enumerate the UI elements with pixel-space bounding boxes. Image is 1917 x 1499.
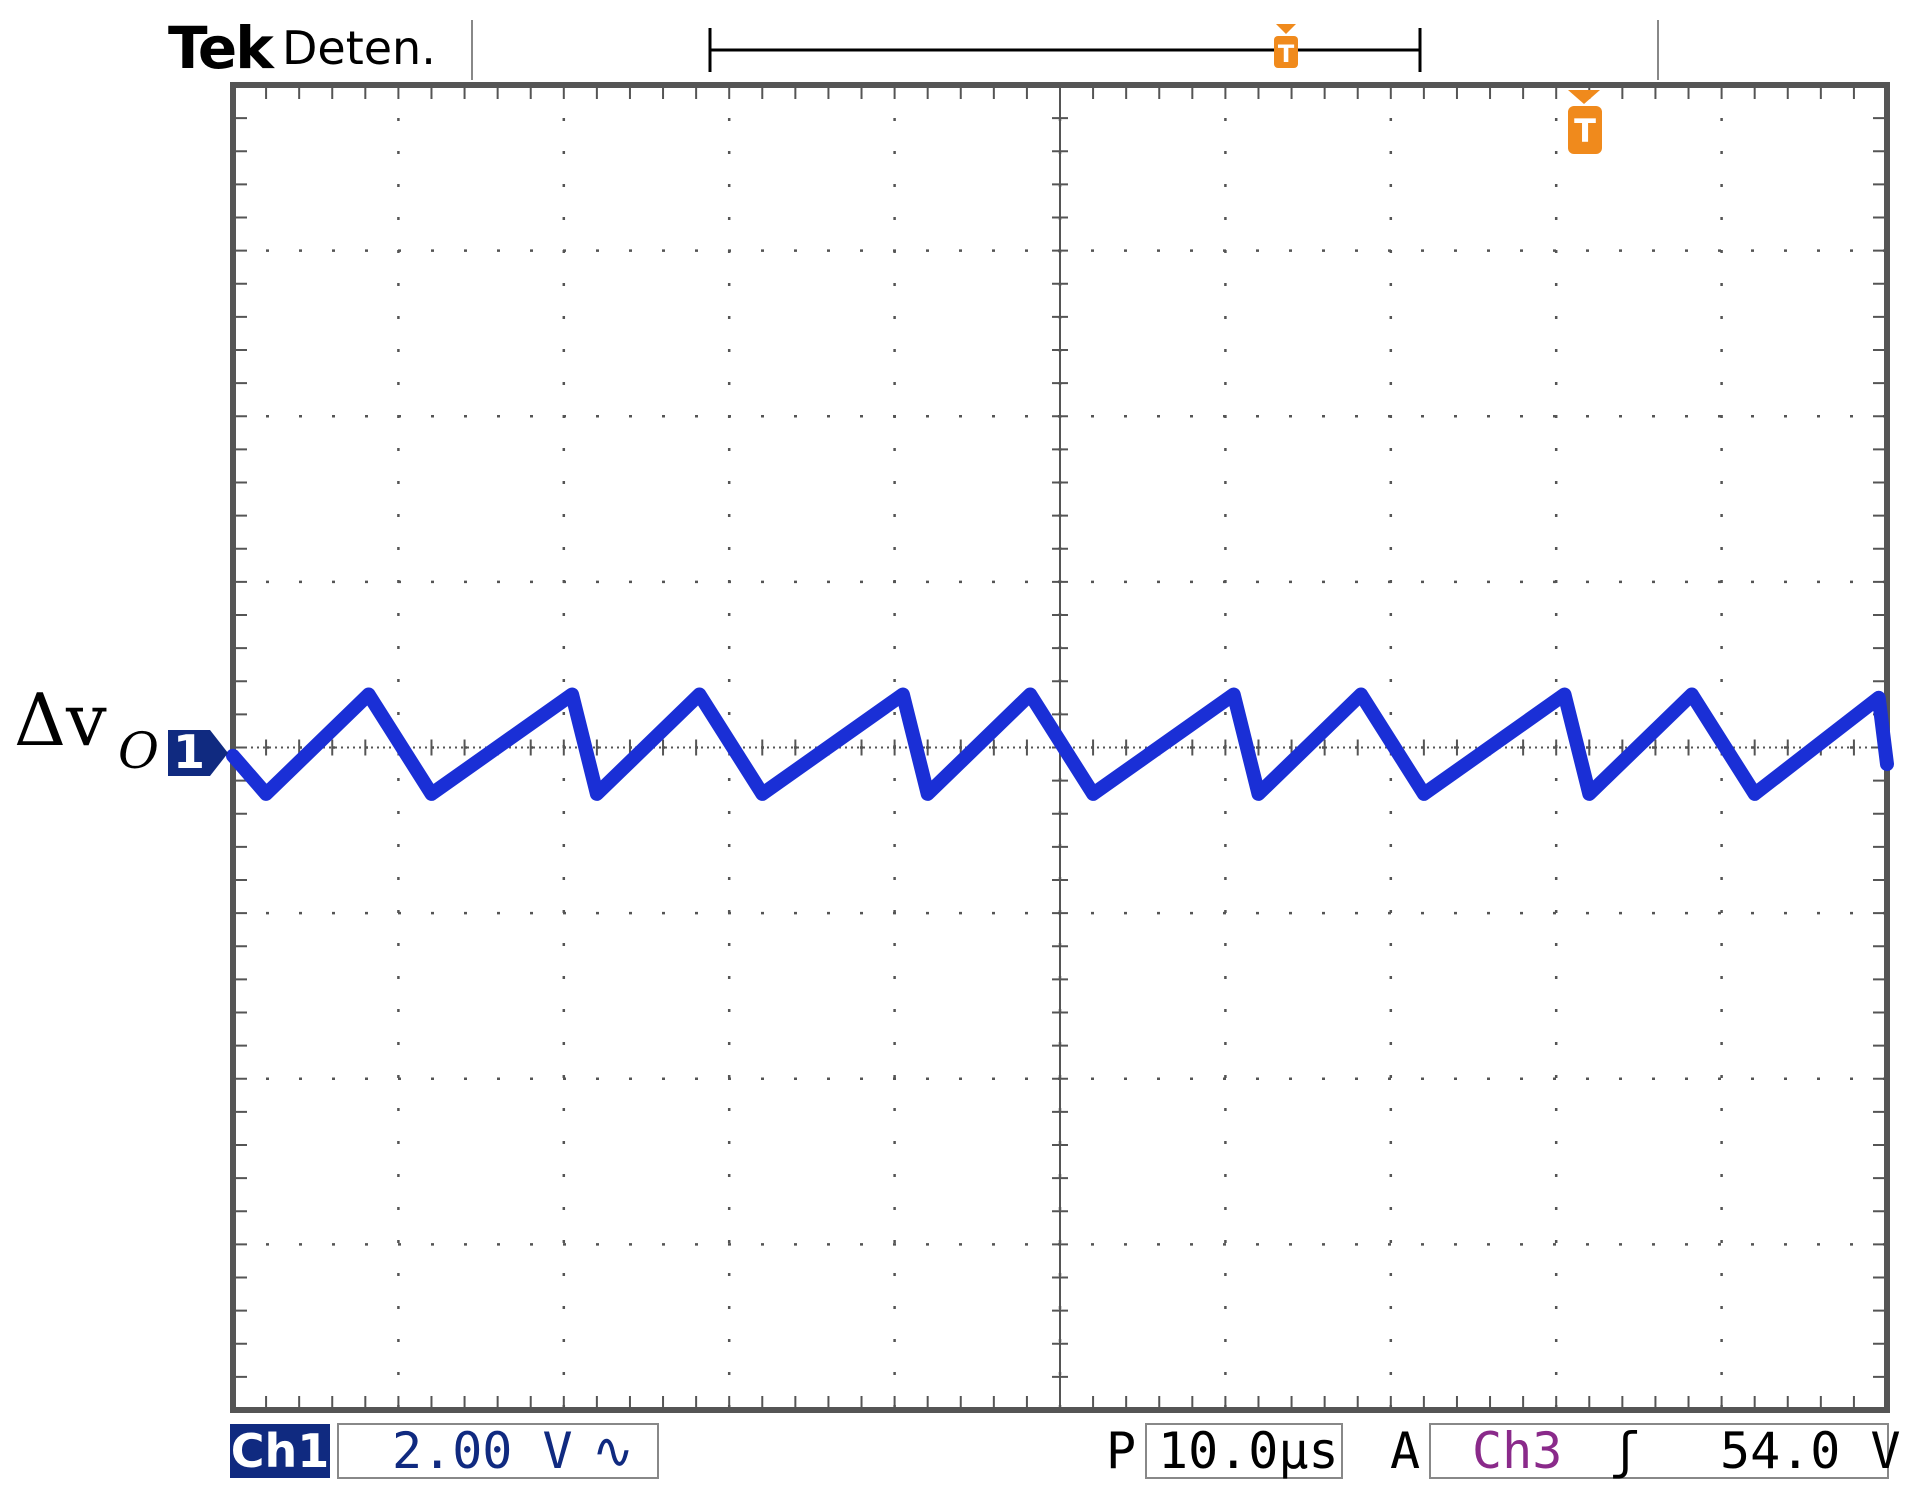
signal-label: Δv O xyxy=(14,678,159,780)
brand-label: Tek xyxy=(168,14,275,82)
svg-text:T: T xyxy=(1278,40,1295,68)
record-view-bracket xyxy=(708,28,1422,72)
timebase-value: 10.0µs xyxy=(1158,1422,1339,1480)
trigger-source: Ch3 xyxy=(1472,1422,1562,1480)
trigger-position-icon: T xyxy=(1274,24,1298,68)
acquisition-state: Deten. xyxy=(282,21,436,75)
trigger-slope-icon: ʃ xyxy=(1610,1422,1640,1480)
ch1-readout[interactable]: Ch1 2.00 V ∿ xyxy=(230,1422,659,1480)
trigger-level-icon: T xyxy=(1568,90,1602,154)
signal-label-subscript: O xyxy=(118,722,159,780)
trigger-readout[interactable]: A Ch3 ʃ 54.0 V xyxy=(1390,1422,1901,1480)
ch1-ground-marker[interactable]: 1 xyxy=(168,725,228,779)
period-label: P xyxy=(1106,1422,1136,1480)
timebase-readout[interactable]: P 10.0µs xyxy=(1106,1422,1343,1480)
trigger-level: 54.0 V xyxy=(1720,1422,1901,1480)
ch1-coupling-icon: ∿ xyxy=(592,1422,634,1480)
trigger-mode: A xyxy=(1390,1422,1420,1480)
ch1-marker-label: 1 xyxy=(173,725,205,779)
signal-label-symbol: Δv xyxy=(14,678,107,762)
ch1-scale: 2.00 V xyxy=(392,1422,573,1480)
ch1-tag: Ch1 xyxy=(231,1424,330,1478)
svg-text:T: T xyxy=(1574,112,1596,150)
ch1-waveform xyxy=(226,687,1894,801)
